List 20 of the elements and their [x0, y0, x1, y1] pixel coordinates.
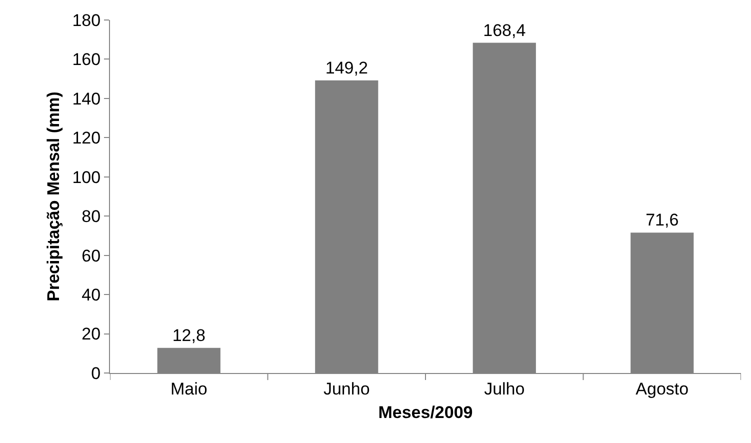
- x-tick-label: Julho: [484, 379, 525, 398]
- y-tick-label: 140: [72, 89, 101, 108]
- data-label: 149,2: [325, 58, 368, 78]
- x-tick-label: Maio: [170, 379, 208, 398]
- data-label: 12,8: [172, 326, 206, 345]
- y-tick-label: 100: [72, 168, 101, 187]
- y-tick-label: 0: [91, 364, 101, 383]
- data-label: 71,6: [646, 210, 679, 230]
- y-tick-label: 80: [82, 207, 101, 226]
- y-tick-label: 40: [82, 286, 101, 305]
- y-tick-label: 20: [82, 324, 101, 344]
- x-axis-title: Meses/2009: [378, 402, 473, 422]
- data-label: 168,4: [483, 20, 526, 40]
- x-tick-label: Junho: [323, 379, 370, 398]
- y-axis-title: Precipitação Mensal (mm): [44, 92, 63, 302]
- y-tick-label: 60: [82, 246, 101, 266]
- y-tick-label: 120: [72, 128, 101, 148]
- y-tick-label: 180: [72, 10, 101, 30]
- x-tick-label: Agosto: [636, 379, 689, 398]
- y-tick-label: 160: [72, 50, 101, 70]
